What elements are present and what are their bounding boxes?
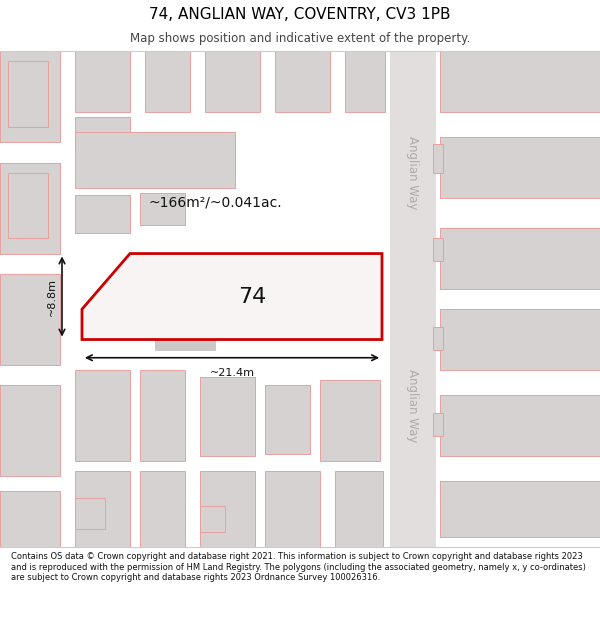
Bar bbox=[75, 51, 130, 112]
Bar bbox=[75, 498, 105, 529]
Bar bbox=[75, 471, 130, 547]
Bar bbox=[390, 51, 435, 547]
Text: ~8.8m: ~8.8m bbox=[47, 278, 57, 316]
Bar bbox=[75, 370, 130, 461]
Bar bbox=[145, 51, 190, 112]
Bar bbox=[433, 413, 443, 436]
Bar bbox=[335, 471, 383, 547]
Bar bbox=[8, 61, 48, 127]
Bar bbox=[75, 195, 130, 233]
Bar bbox=[275, 51, 330, 112]
Text: Anglian Way: Anglian Way bbox=[407, 136, 419, 209]
Bar bbox=[200, 471, 255, 547]
Bar bbox=[440, 395, 600, 456]
Text: Contains OS data © Crown copyright and database right 2021. This information is : Contains OS data © Crown copyright and d… bbox=[11, 552, 586, 582]
Bar bbox=[140, 193, 185, 225]
Bar bbox=[0, 162, 60, 254]
Bar bbox=[440, 138, 600, 198]
Bar bbox=[0, 51, 60, 142]
Polygon shape bbox=[82, 254, 382, 339]
Text: ~166m²/~0.041ac.: ~166m²/~0.041ac. bbox=[148, 196, 282, 210]
Bar bbox=[200, 506, 225, 532]
Bar bbox=[265, 385, 310, 454]
Bar bbox=[440, 481, 600, 537]
Bar bbox=[200, 377, 255, 456]
Bar bbox=[433, 328, 443, 349]
Bar bbox=[0, 385, 60, 476]
Text: Map shows position and indicative extent of the property.: Map shows position and indicative extent… bbox=[130, 32, 470, 45]
Text: ~21.4m: ~21.4m bbox=[209, 368, 254, 378]
Text: 74, ANGLIAN WAY, COVENTRY, CV3 1PB: 74, ANGLIAN WAY, COVENTRY, CV3 1PB bbox=[149, 7, 451, 22]
Text: 74: 74 bbox=[238, 286, 266, 306]
Bar bbox=[345, 51, 385, 112]
Bar bbox=[155, 294, 215, 349]
Text: Anglian Way: Anglian Way bbox=[407, 369, 419, 442]
Bar bbox=[320, 380, 380, 461]
Bar bbox=[0, 274, 60, 365]
Bar bbox=[440, 228, 600, 289]
Bar bbox=[433, 238, 443, 261]
Bar bbox=[0, 491, 60, 547]
Bar bbox=[205, 51, 260, 112]
Bar bbox=[75, 117, 130, 152]
Bar bbox=[140, 370, 185, 461]
Bar bbox=[8, 173, 48, 238]
Bar bbox=[265, 471, 320, 547]
Bar bbox=[140, 471, 185, 547]
Bar bbox=[433, 144, 443, 172]
Bar bbox=[440, 51, 600, 112]
Bar bbox=[440, 309, 600, 370]
Bar bbox=[75, 132, 235, 188]
